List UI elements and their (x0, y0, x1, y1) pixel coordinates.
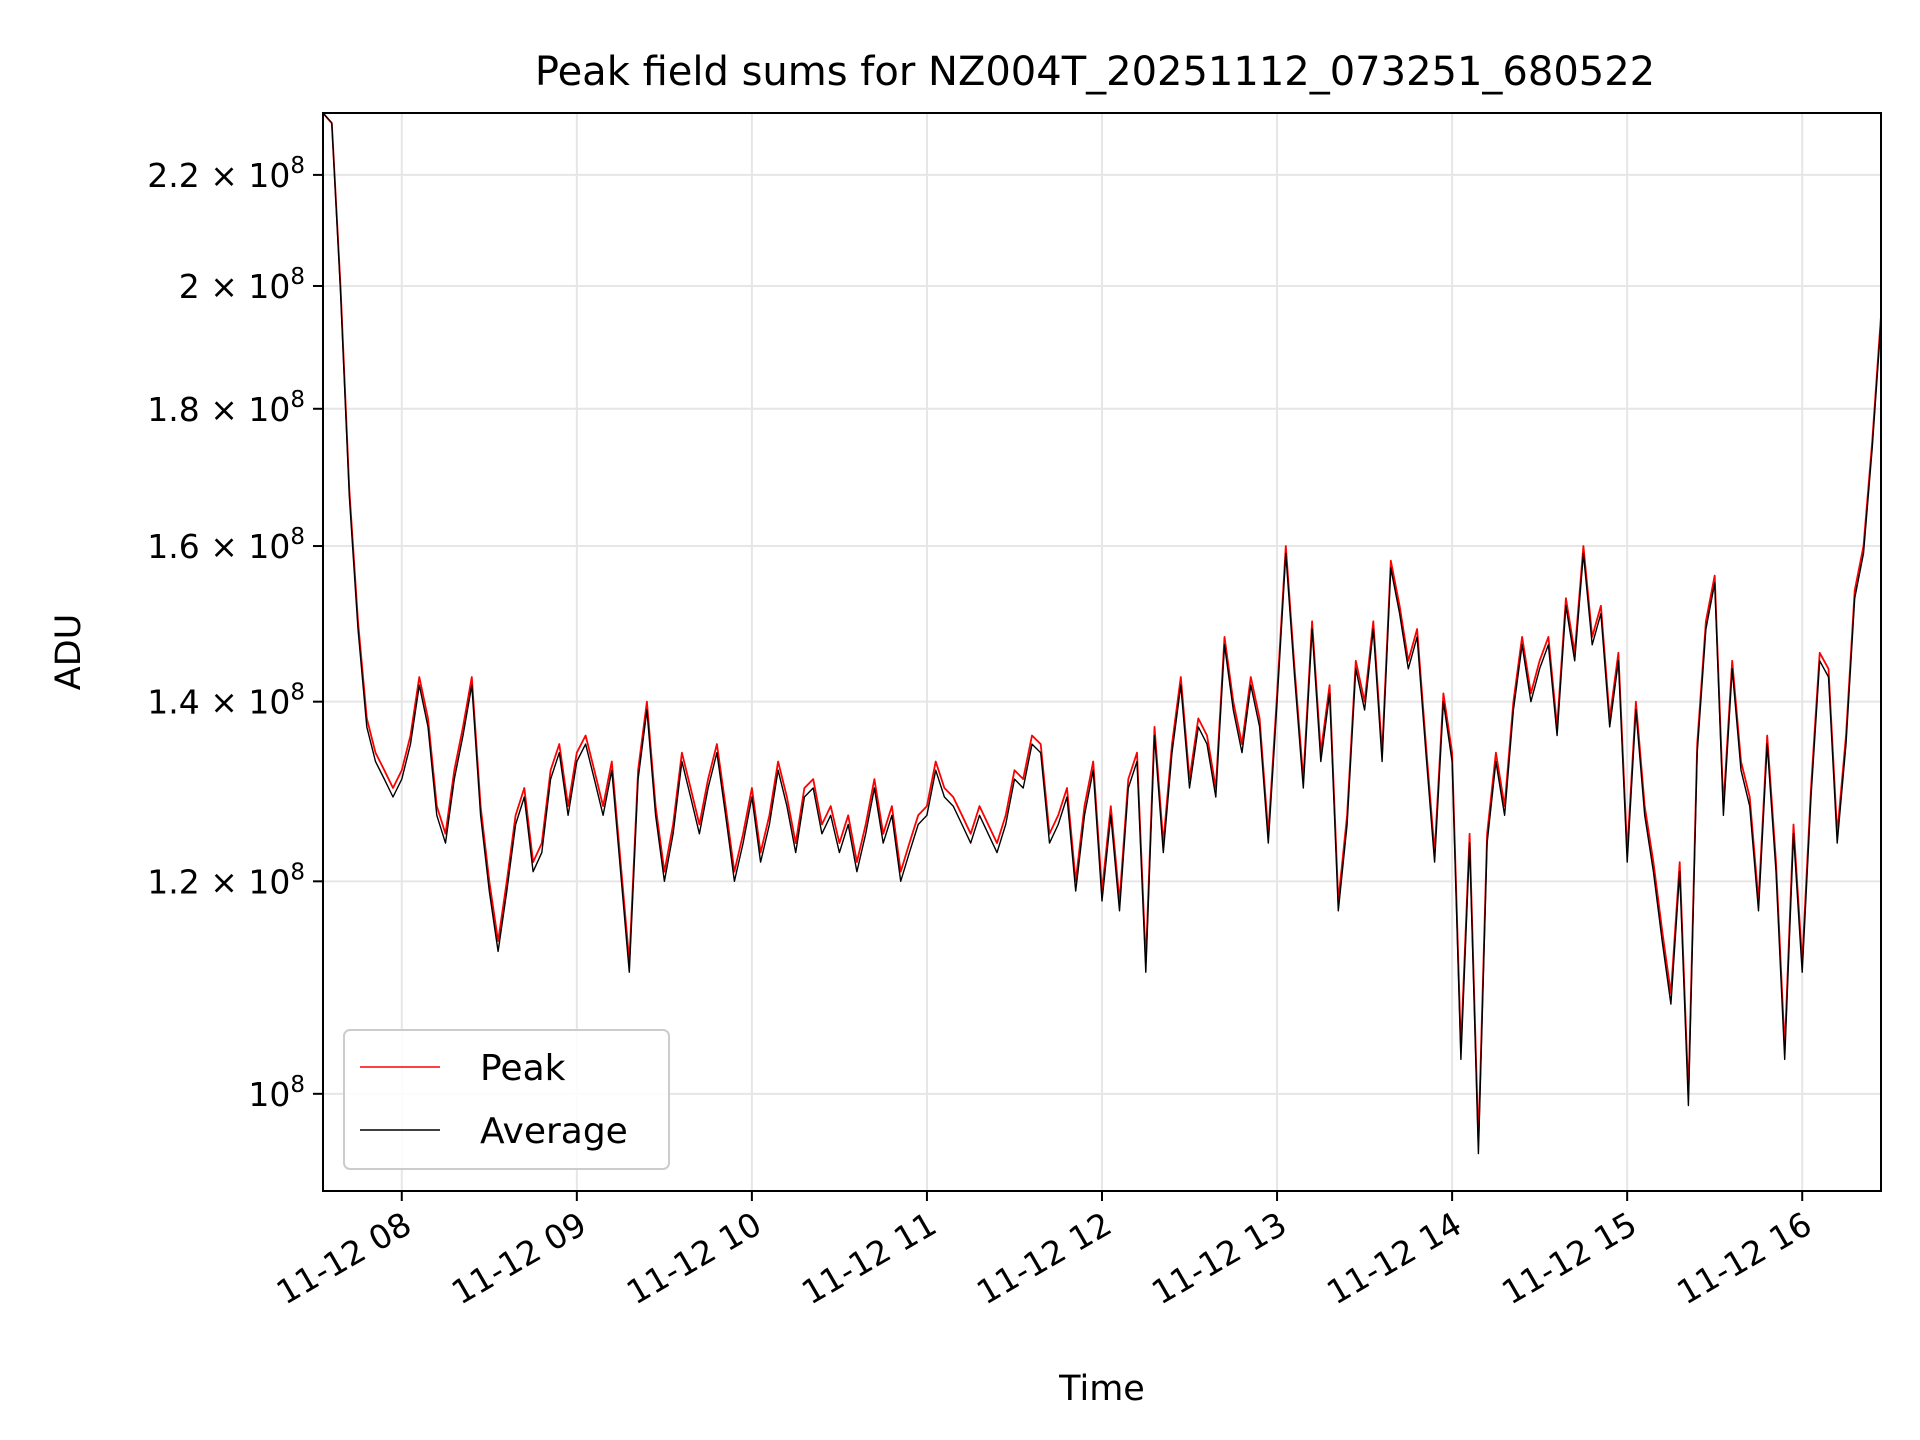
y-tick-label-5: 2 × 108 (179, 264, 305, 306)
y-tick-label-3: 1.6 × 108 (147, 524, 305, 566)
legend-average-label: Average (480, 1111, 628, 1152)
y-axis-ticks: 108 1.2 × 108 1.4 × 108 1.6 × 108 1.8 × 108 2… (147, 153, 323, 1114)
y-axis-label: ADU (49, 614, 89, 691)
legend: Peak Average (343, 1029, 670, 1170)
x-axis-label: Time (1058, 1369, 1145, 1409)
y-tick-label-6: 2.2 × 108 (147, 153, 305, 195)
series-line-average (322, 112, 1882, 1155)
legend-box (343, 1029, 670, 1170)
y-tick-label-0: 108 (248, 1072, 305, 1114)
series-lines (322, 112, 1882, 1155)
legend-peak-label: Peak (480, 1048, 566, 1089)
chart-title: Peak field sums for NZ004T_20251112_0732… (535, 49, 1655, 95)
y-tick-label-4: 1.8 × 108 (147, 387, 305, 429)
y-tick-label-2: 1.4 × 108 (147, 680, 305, 722)
y-tick-label-1: 1.2 × 108 (147, 859, 305, 901)
